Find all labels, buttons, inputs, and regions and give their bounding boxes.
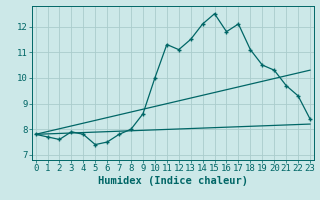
X-axis label: Humidex (Indice chaleur): Humidex (Indice chaleur): [98, 176, 248, 186]
